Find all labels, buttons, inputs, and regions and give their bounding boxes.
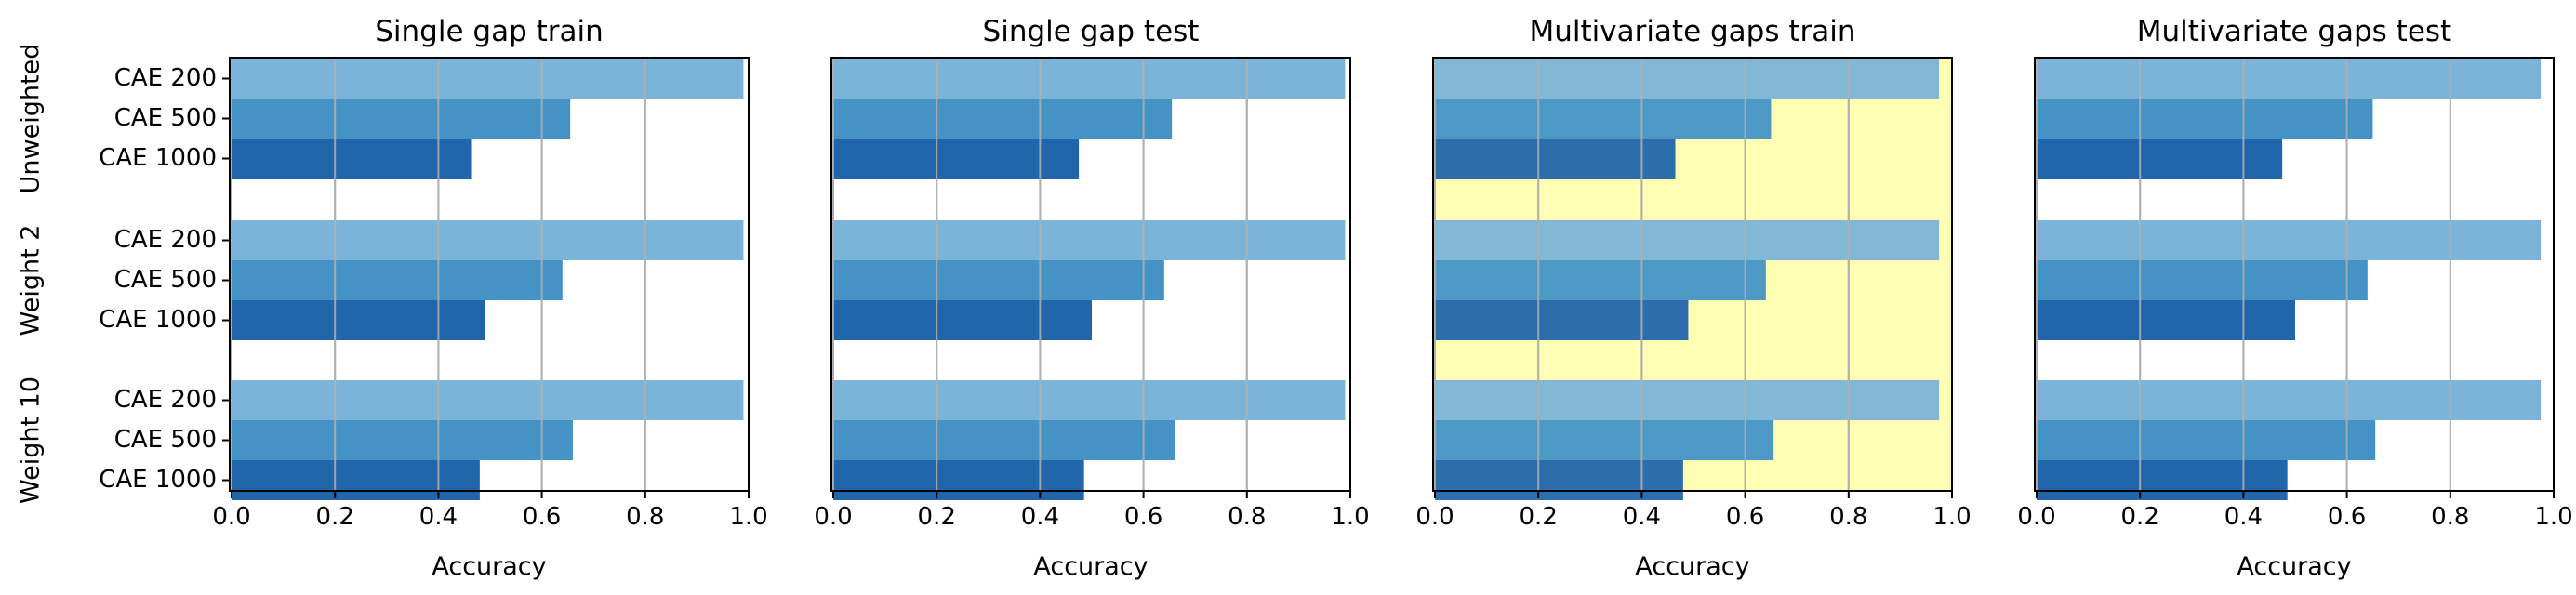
x-tick-label: 0.6 (1124, 503, 1162, 531)
group-label-weight-2: Weight 2 (17, 225, 46, 337)
x-tick-label: 0.8 (1228, 503, 1266, 531)
bar (2037, 220, 2542, 260)
axes-frame (830, 57, 1351, 492)
bar (232, 59, 744, 99)
bar (2037, 260, 2368, 300)
bar (833, 300, 1092, 340)
bar (1435, 139, 1676, 178)
bar (232, 380, 744, 420)
bar (2037, 300, 2295, 340)
bar (1435, 220, 1940, 260)
chart-title: Multivariate gaps test (2137, 15, 2451, 48)
bar (833, 59, 1346, 99)
x-tick-label: 0.0 (2017, 503, 2055, 531)
bar (2037, 99, 2373, 139)
bar (833, 460, 1084, 500)
x-tick-label: 0.6 (1726, 503, 1764, 531)
chart-title: Single gap train (375, 15, 604, 48)
x-tick-label: 0.0 (212, 503, 250, 531)
chart-title: Single gap test (983, 15, 1200, 48)
x-tick-label: 0.2 (1520, 503, 1558, 531)
bar (833, 220, 1346, 260)
y-tick-label: CAE 200 (114, 226, 217, 254)
x-tick-label: 0.0 (1415, 503, 1454, 531)
bar (2037, 460, 2288, 500)
bar (232, 460, 480, 500)
bar (232, 420, 573, 460)
x-axis-label: Accuracy (432, 552, 546, 581)
x-tick-label: 0.0 (814, 503, 852, 531)
y-tick-label: CAE 500 (114, 104, 217, 132)
y-tick-label: CAE 1000 (99, 306, 217, 334)
x-tick-label: 1.0 (1331, 503, 1369, 531)
axes-frame (2034, 57, 2555, 492)
y-tick-label: CAE 500 (114, 266, 217, 294)
bar (833, 420, 1175, 460)
x-tick-label: 1.0 (2534, 503, 2572, 531)
group-label-unweighted: Unweighted (17, 44, 46, 194)
bar (232, 300, 485, 340)
x-axis-label: Accuracy (2237, 552, 2351, 581)
group-label-weight-10: Weight 10 (17, 377, 46, 504)
chart-title: Multivariate gaps train (1529, 15, 1855, 48)
bar (833, 260, 1164, 300)
x-tick-label: 0.2 (316, 503, 354, 531)
x-tick-label: 1.0 (1932, 503, 1971, 531)
bar (1435, 460, 1683, 500)
axes-frame (1432, 57, 1953, 492)
x-tick-label: 0.8 (626, 503, 664, 531)
x-axis-label: Accuracy (1635, 552, 1749, 581)
bar (833, 380, 1346, 420)
y-tick-label: CAE 200 (114, 386, 217, 414)
bar (232, 260, 563, 300)
x-tick-label: 0.6 (2328, 503, 2366, 531)
bar (232, 139, 472, 178)
axes-frame (229, 57, 750, 492)
x-tick-label: 0.2 (2121, 503, 2159, 531)
x-tick-label: 0.6 (523, 503, 561, 531)
x-tick-label: 0.4 (419, 503, 458, 531)
bar (2037, 139, 2283, 178)
bar (833, 139, 1080, 178)
x-tick-label: 0.4 (2224, 503, 2263, 531)
x-tick-label: 0.4 (1021, 503, 1059, 531)
bar (1435, 300, 1689, 340)
bar (833, 99, 1173, 139)
bar (1435, 260, 1766, 300)
bar (1435, 420, 1774, 460)
y-tick-label: CAE 1000 (99, 144, 217, 172)
bar (1435, 59, 1940, 99)
x-tick-label: 0.8 (1829, 503, 1867, 531)
y-tick-label: CAE 500 (114, 426, 217, 454)
bar (232, 220, 744, 260)
x-axis-label: Accuracy (1033, 552, 1148, 581)
x-tick-label: 1.0 (729, 503, 767, 531)
y-tick-label: CAE 200 (114, 64, 217, 92)
bar (2037, 59, 2542, 99)
x-tick-label: 0.8 (2431, 503, 2469, 531)
bar (2037, 420, 2376, 460)
bar (2037, 380, 2542, 420)
bar (232, 99, 571, 139)
y-tick-label: CAE 1000 (99, 466, 217, 494)
bar (1435, 380, 1940, 420)
x-tick-label: 0.2 (918, 503, 956, 531)
bar (1435, 99, 1772, 139)
x-tick-label: 0.4 (1623, 503, 1661, 531)
